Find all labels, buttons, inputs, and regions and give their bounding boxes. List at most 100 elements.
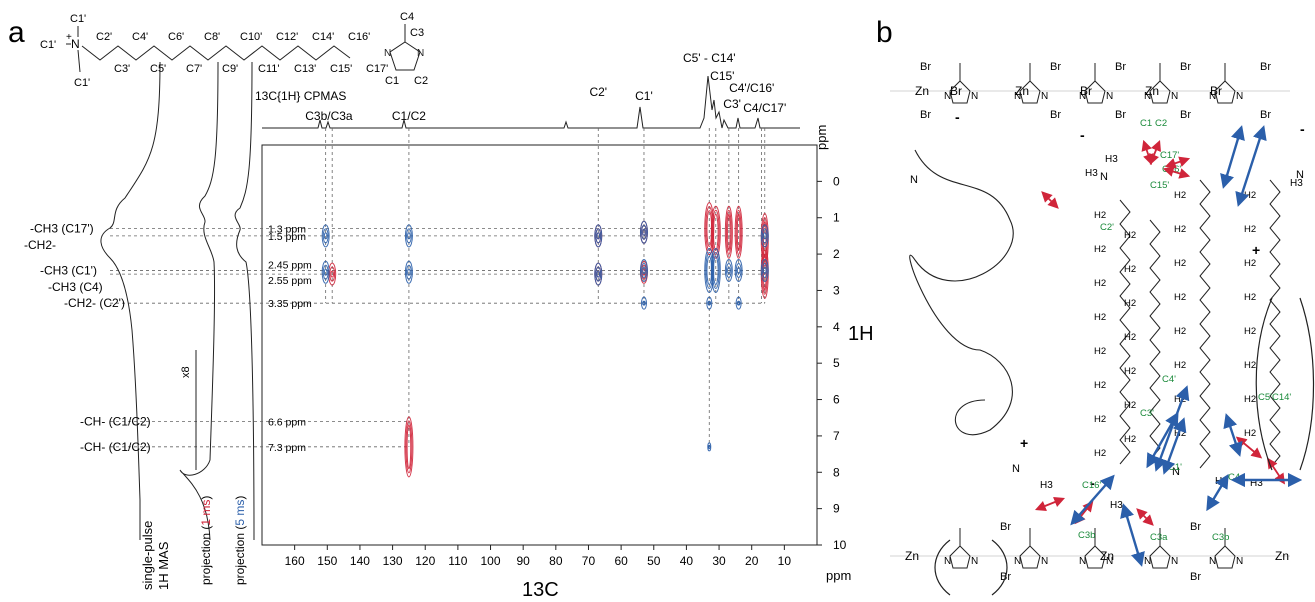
red-correlation-arrow bbox=[1141, 139, 1154, 166]
chain-label-bottom: C13' bbox=[294, 63, 316, 75]
assignment-label: -CH2- bbox=[24, 238, 56, 252]
chain-label-bottom: C9' bbox=[222, 63, 238, 75]
charge-plus: + bbox=[66, 32, 72, 43]
y-tick-label: 1 bbox=[833, 211, 840, 225]
red-correlation-arrow bbox=[1148, 139, 1162, 166]
ring-n: N bbox=[1014, 556, 1021, 567]
ring-n: N bbox=[971, 91, 978, 102]
carbon-label: C1 bbox=[1140, 118, 1152, 129]
x-tick-label: 130 bbox=[383, 554, 403, 568]
bracket-left bbox=[1255, 297, 1273, 471]
chain-label-top: C12' bbox=[276, 31, 298, 43]
ring-n: N bbox=[944, 556, 951, 567]
assignment-label: -CH- (C1/C2) bbox=[80, 414, 151, 428]
zn-atom: Zn bbox=[1145, 84, 1159, 98]
alkyl-chain bbox=[1269, 179, 1281, 469]
h2-label: H2 bbox=[1174, 258, 1186, 269]
h2-label: H2 bbox=[1244, 258, 1256, 269]
x-tick-label: 90 bbox=[516, 554, 530, 568]
atom-c1p-left: C1' bbox=[40, 39, 56, 51]
x-tick-label: 30 bbox=[712, 554, 726, 568]
y-unit-label: ppm bbox=[814, 125, 829, 150]
h2-label: H2 bbox=[1094, 312, 1106, 323]
plot-frame bbox=[261, 144, 818, 546]
projection-5ms-label: projection (5 ms) bbox=[233, 496, 247, 585]
br-atom: Br bbox=[1180, 61, 1191, 73]
peak-label: C4'/C16' bbox=[729, 81, 774, 95]
contour-peak bbox=[724, 205, 733, 259]
blue-correlation-arrow bbox=[1161, 417, 1187, 475]
n-atom: N bbox=[1012, 463, 1020, 475]
zn-atom: Zn bbox=[905, 549, 919, 563]
peak-label: C1' bbox=[635, 89, 653, 103]
contour-peak bbox=[404, 224, 413, 248]
charge-sign: - bbox=[1080, 127, 1085, 143]
h2-label: H2 bbox=[1124, 230, 1136, 241]
red-correlation-arrow bbox=[1267, 457, 1285, 485]
x-tick-label: 70 bbox=[582, 554, 596, 568]
assignment-label: -CH3 (C17') bbox=[30, 222, 94, 236]
contour-peak bbox=[710, 247, 721, 293]
ring-n: N bbox=[1041, 556, 1048, 567]
h2-label: H2 bbox=[1094, 380, 1106, 391]
h2-label: H2 bbox=[1124, 400, 1136, 411]
y-tick-label: 8 bbox=[833, 465, 840, 479]
br-atom: Br bbox=[1050, 109, 1061, 121]
atom-n: N bbox=[71, 37, 80, 51]
br-atom: Br bbox=[1115, 61, 1126, 73]
contour-peak bbox=[640, 296, 647, 310]
panel-b-label: b bbox=[876, 16, 893, 49]
im-c4: C4 bbox=[400, 11, 414, 23]
y-tick-label: 4 bbox=[833, 320, 840, 334]
contour-peaks bbox=[321, 202, 769, 478]
h2-label: H2 bbox=[1174, 224, 1186, 235]
zn-atom: Zn bbox=[915, 84, 929, 98]
h2-label: H2 bbox=[1094, 210, 1106, 221]
carbon-label: C1' bbox=[1168, 462, 1182, 473]
ppm-row-label: 3.35 ppm bbox=[268, 298, 312, 310]
h2-label: H2 bbox=[1244, 428, 1256, 439]
h3-label: H3 bbox=[1110, 500, 1123, 511]
chain-label-top: C10' bbox=[240, 31, 262, 43]
ring-n: N bbox=[1209, 91, 1216, 102]
ring-n: N bbox=[1236, 556, 1243, 567]
ring-n: N bbox=[1144, 91, 1151, 102]
n-atom: N bbox=[1100, 171, 1108, 183]
y-tick-label: 10 bbox=[833, 538, 847, 552]
contour-peak bbox=[760, 258, 769, 282]
contour-peak bbox=[594, 224, 603, 248]
carbon-label: C4' bbox=[1162, 374, 1176, 385]
contour-peak bbox=[404, 260, 413, 284]
h2-label: H2 bbox=[1094, 278, 1106, 289]
alkyl-chain bbox=[1199, 179, 1211, 469]
carbon-label: C17' bbox=[1160, 150, 1179, 161]
x-unit-label: ppm bbox=[826, 568, 851, 583]
chain-label-bottom: C3' bbox=[114, 63, 130, 75]
blue-correlation-arrow bbox=[1235, 125, 1267, 207]
ppm-row-label: 7.3 ppm bbox=[268, 442, 306, 454]
charge-sign: + bbox=[1020, 435, 1028, 451]
red-correlation-arrow bbox=[1074, 500, 1094, 525]
contour-peak bbox=[639, 258, 648, 282]
contour-peak bbox=[734, 205, 743, 259]
alkyl-coil bbox=[909, 149, 1014, 436]
x-tick-label: 150 bbox=[317, 554, 337, 568]
x-tick-label: 10 bbox=[778, 554, 792, 568]
charge-sign: + bbox=[1252, 242, 1260, 258]
red-correlation-arrow bbox=[1034, 496, 1066, 512]
x-tick-label: 40 bbox=[680, 554, 694, 568]
x-axis-label: 13C bbox=[522, 579, 559, 601]
chain-label-bottom: C7' bbox=[186, 63, 202, 75]
y-axis-ticks: 0 1 2 3 4 5 6 7 8 9 10 bbox=[817, 174, 847, 552]
c13-projection bbox=[262, 75, 800, 129]
h2-label: H2 bbox=[1174, 326, 1186, 337]
assignment-label: -CH- (C1/C2) bbox=[80, 440, 151, 454]
ring-n: N bbox=[1041, 91, 1048, 102]
x-tick-label: 60 bbox=[614, 554, 628, 568]
br-atom: Br bbox=[1115, 109, 1126, 121]
chain-label-top: C2' bbox=[96, 31, 112, 43]
chain-label-bottom: C11' bbox=[258, 63, 279, 75]
br-atom: Br bbox=[1190, 521, 1201, 533]
h3-label: H3 bbox=[1105, 154, 1118, 165]
atom-c1p-top: C1' bbox=[70, 13, 86, 25]
